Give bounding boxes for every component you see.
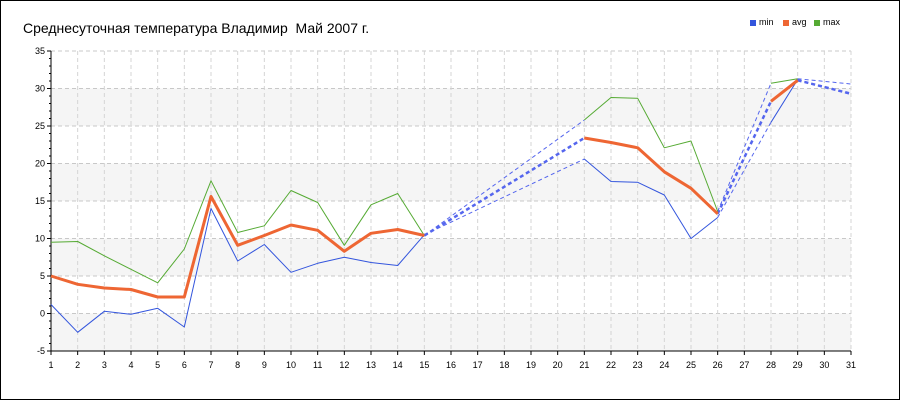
x-tick-label: 9: [262, 360, 267, 370]
x-tick-label: 13: [366, 360, 376, 370]
x-tick-label: 22: [606, 360, 616, 370]
y-tick-label: 5: [40, 271, 45, 281]
x-tick-label: 30: [819, 360, 829, 370]
x-tick-label: 1: [48, 360, 53, 370]
x-tick-label: 18: [499, 360, 509, 370]
x-tick-label: 20: [553, 360, 563, 370]
x-tick-label: 26: [713, 360, 723, 370]
x-tick-label: 8: [235, 360, 240, 370]
x-tick-label: 31: [846, 360, 856, 370]
x-tick-label: 24: [659, 360, 669, 370]
x-tick-label: 2: [75, 360, 80, 370]
x-tick-label: 4: [128, 360, 133, 370]
y-tick-label: 10: [35, 234, 45, 244]
y-tick-label: 30: [35, 84, 45, 94]
background-band: [51, 164, 851, 202]
x-tick-label: 29: [793, 360, 803, 370]
x-tick-label: 19: [526, 360, 536, 370]
y-tick-label: -5: [37, 346, 45, 356]
x-tick-label: 12: [339, 360, 349, 370]
x-tick-label: 7: [208, 360, 213, 370]
x-tick-label: 5: [155, 360, 160, 370]
x-tick-label: 28: [766, 360, 776, 370]
y-tick-label: 20: [35, 159, 45, 169]
x-tick-label: 3: [102, 360, 107, 370]
x-tick-label: 23: [633, 360, 643, 370]
y-tick-label: 35: [35, 46, 45, 56]
x-tick-label: 14: [393, 360, 403, 370]
x-tick-label: 17: [473, 360, 483, 370]
x-tick-label: 25: [686, 360, 696, 370]
x-tick-label: 15: [419, 360, 429, 370]
x-tick-label: 10: [286, 360, 296, 370]
y-tick-label: 0: [40, 309, 45, 319]
x-tick-label: 6: [182, 360, 187, 370]
y-tick-label: 25: [35, 121, 45, 131]
y-tick-label: 15: [35, 196, 45, 206]
x-tick-label: 21: [579, 360, 589, 370]
x-tick-label: 11: [313, 360, 322, 370]
x-tick-label: 16: [446, 360, 456, 370]
x-tick-label: 27: [739, 360, 749, 370]
